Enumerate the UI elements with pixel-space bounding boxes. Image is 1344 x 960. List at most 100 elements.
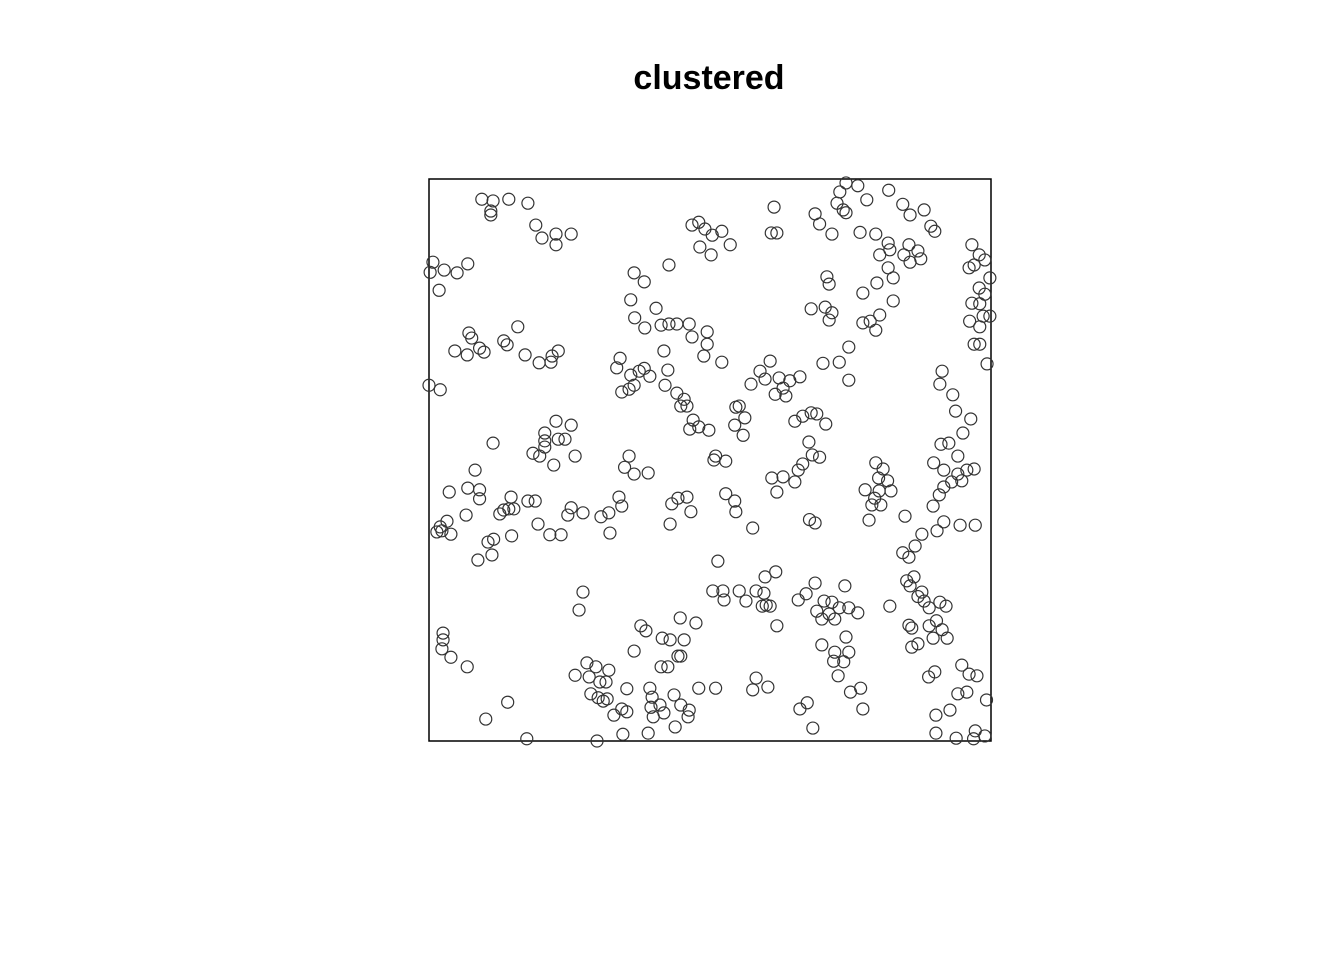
point (662, 317, 676, 331)
point (702, 423, 716, 437)
point (706, 584, 720, 598)
point (822, 277, 836, 291)
point (796, 409, 810, 423)
point (869, 227, 883, 241)
point (615, 385, 629, 399)
point (422, 378, 436, 392)
point (917, 203, 931, 217)
point (613, 351, 627, 365)
point (851, 606, 865, 620)
point (759, 598, 773, 612)
point (929, 726, 943, 740)
point (822, 313, 836, 327)
point (776, 470, 790, 484)
point (460, 660, 474, 674)
point (707, 453, 721, 467)
point (962, 261, 976, 275)
point (435, 642, 449, 656)
point (538, 426, 552, 440)
point (869, 323, 883, 337)
point (793, 702, 807, 716)
point (937, 463, 951, 477)
point (655, 631, 669, 645)
point (791, 463, 805, 477)
point (915, 527, 929, 541)
point (681, 710, 695, 724)
point (677, 392, 691, 406)
point (670, 317, 684, 331)
point (610, 361, 624, 375)
point (761, 680, 775, 694)
point (616, 727, 630, 741)
point (817, 594, 831, 608)
point (926, 631, 940, 645)
point (693, 240, 707, 254)
point (808, 576, 822, 590)
point (917, 594, 931, 608)
point (486, 436, 500, 450)
point (504, 490, 518, 504)
point (928, 224, 942, 238)
point (763, 599, 777, 613)
point (484, 204, 498, 218)
point (808, 516, 822, 530)
point (884, 484, 898, 498)
point (526, 446, 540, 460)
point (788, 475, 802, 489)
point (576, 585, 590, 599)
point (939, 599, 953, 613)
point (870, 276, 884, 290)
point (767, 200, 781, 214)
point (477, 345, 491, 359)
point (903, 208, 917, 222)
point (501, 695, 515, 709)
point (933, 377, 947, 391)
point (960, 463, 974, 477)
point (529, 218, 543, 232)
point (881, 261, 895, 275)
point (521, 196, 535, 210)
point (637, 275, 651, 289)
point (683, 422, 697, 436)
point (973, 320, 987, 334)
point (932, 488, 946, 502)
point (873, 308, 887, 322)
point (653, 698, 667, 712)
point (862, 513, 876, 527)
point (903, 579, 917, 593)
point (828, 612, 842, 626)
point (815, 612, 829, 626)
point (897, 248, 911, 262)
point (433, 383, 447, 397)
point (791, 593, 805, 607)
point (842, 340, 856, 354)
point (692, 681, 706, 695)
point (839, 206, 853, 220)
point (856, 702, 870, 716)
point (472, 483, 487, 497)
point (828, 645, 842, 659)
point (758, 372, 772, 386)
point (955, 658, 969, 672)
point (926, 499, 940, 513)
point (942, 436, 956, 450)
point (511, 320, 525, 334)
point (825, 227, 839, 241)
point (876, 462, 890, 476)
point (460, 348, 474, 362)
point (471, 553, 485, 567)
point (871, 471, 886, 485)
point (980, 357, 994, 371)
point (983, 271, 997, 285)
point (770, 619, 784, 633)
point (661, 660, 675, 674)
point (929, 708, 943, 722)
point (832, 601, 846, 615)
point (770, 226, 784, 240)
point (898, 509, 912, 523)
point (531, 517, 545, 531)
point (842, 601, 856, 615)
point (584, 687, 598, 701)
point (624, 293, 638, 307)
point (602, 663, 616, 677)
